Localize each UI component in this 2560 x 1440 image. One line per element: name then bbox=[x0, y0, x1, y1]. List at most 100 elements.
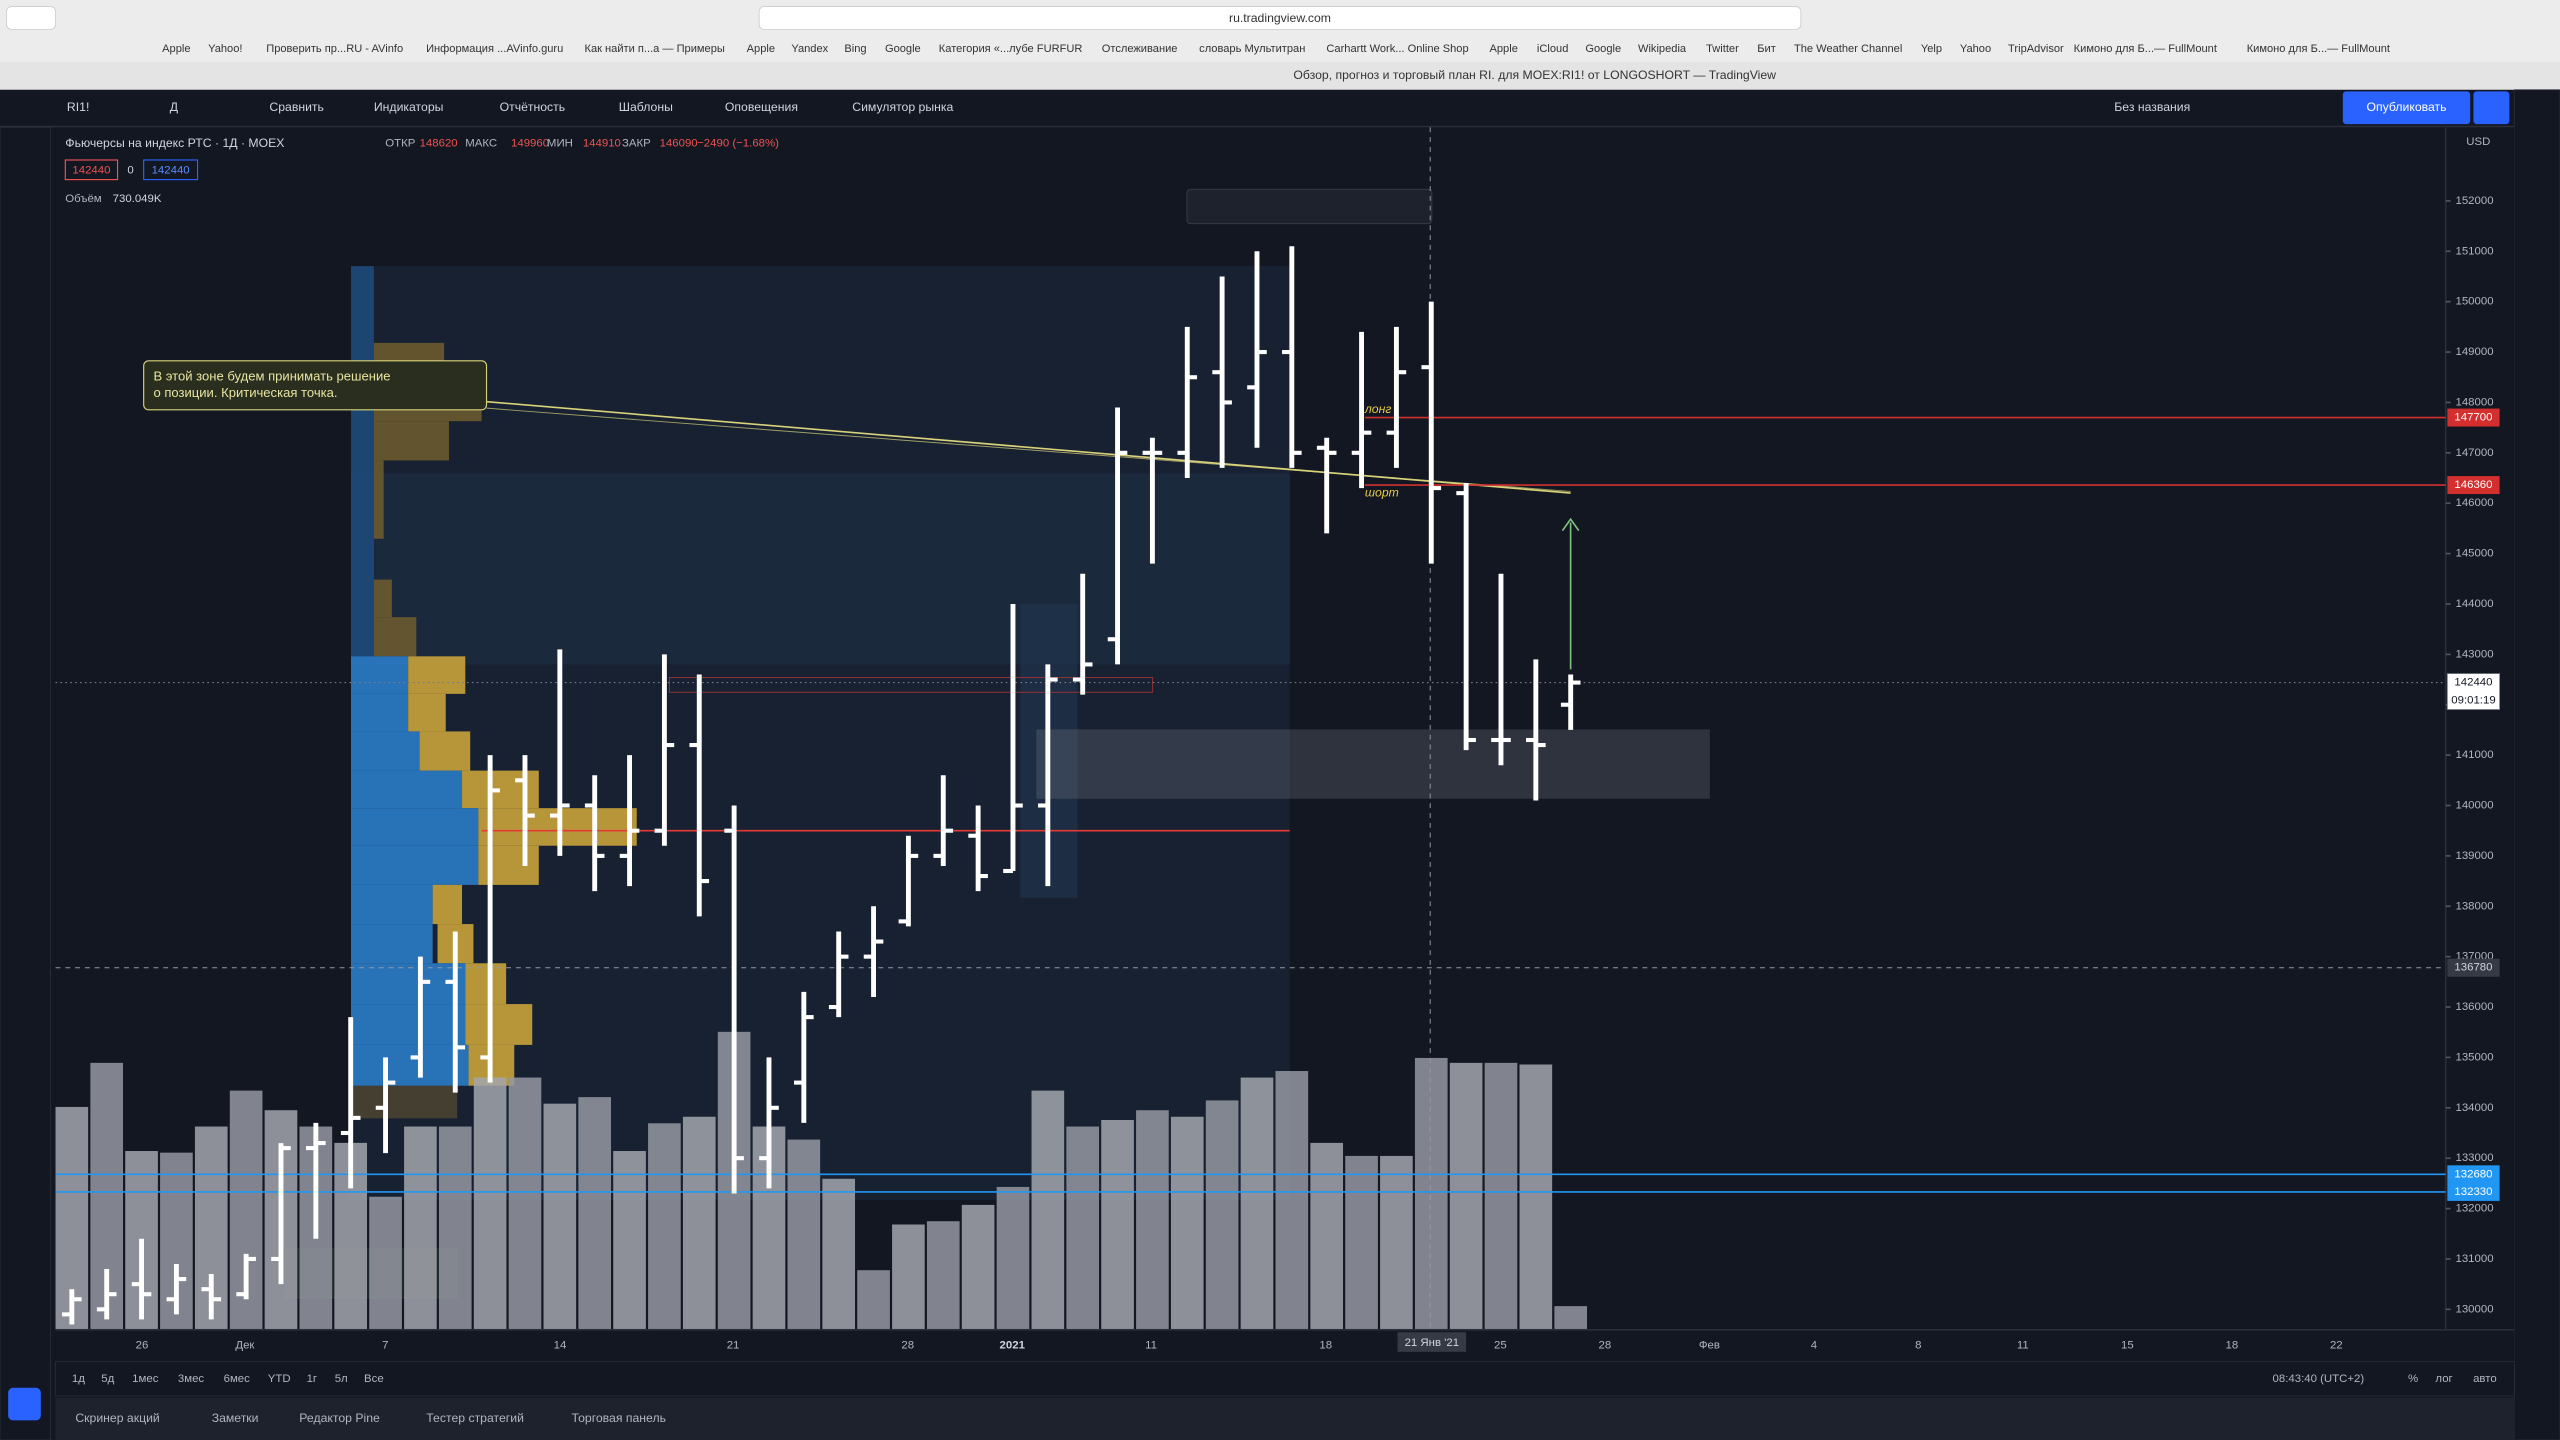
scale-option[interactable]: % bbox=[2408, 1373, 2418, 1385]
legend-label: МАКС bbox=[465, 138, 497, 150]
tv-header bbox=[0, 89, 2560, 128]
bookmark[interactable]: Bing bbox=[844, 43, 866, 55]
vp-row bbox=[373, 579, 392, 618]
nav-buttons[interactable] bbox=[6, 6, 56, 30]
vp-row bbox=[351, 693, 409, 732]
bookmark[interactable]: iCloud bbox=[1537, 43, 1568, 55]
scale-option[interactable]: авто bbox=[2473, 1373, 2497, 1385]
timeframe[interactable]: 5д bbox=[101, 1373, 114, 1385]
watchlist-button[interactable] bbox=[8, 1387, 41, 1421]
bookmark[interactable]: Apple bbox=[1489, 43, 1517, 55]
layout-name[interactable]: Без названия bbox=[2114, 100, 2190, 114]
x-tick-label: 18 bbox=[2225, 1339, 2238, 1351]
target-arrow-head bbox=[1561, 517, 1580, 532]
drawing-toolbar[interactable] bbox=[1186, 188, 1433, 225]
x-tick-label: Дек bbox=[235, 1339, 255, 1351]
bookmark[interactable]: Yelp bbox=[1921, 43, 1942, 55]
bottom-tab[interactable]: Редактор Pine bbox=[299, 1411, 380, 1425]
volume-bar bbox=[857, 1270, 890, 1329]
y-tick-label: 148000 bbox=[2456, 396, 2494, 408]
volume-bar bbox=[1554, 1306, 1588, 1329]
bookmark[interactable]: The Weather Channel bbox=[1794, 43, 1902, 55]
annotation-text: В этой зоне будем принимать решение bbox=[153, 369, 390, 384]
bookmark[interactable]: Carhartt Work... Online Shop bbox=[1326, 43, 1468, 55]
bookmark[interactable]: Apple bbox=[162, 43, 190, 55]
bottom-tab[interactable]: Скринер акций bbox=[75, 1411, 159, 1425]
zone-label: шорт bbox=[1365, 485, 1399, 499]
y-tick-label: 141000 bbox=[2456, 749, 2494, 761]
bookmark[interactable]: Категория «...лубе FURFUR bbox=[939, 43, 1083, 55]
currency: USD bbox=[2466, 136, 2490, 148]
volume-value: 730.049K bbox=[113, 193, 162, 205]
bookmark[interactable]: Wikipedia bbox=[1638, 43, 1687, 55]
volume-label: Объём bbox=[65, 193, 101, 205]
bookmark[interactable]: Yandex bbox=[791, 43, 828, 55]
timeframe[interactable]: 1г bbox=[307, 1373, 318, 1385]
range-bar bbox=[55, 1361, 2515, 1397]
timeframe[interactable]: 1д bbox=[72, 1373, 85, 1385]
bookmark[interactable]: Apple bbox=[747, 43, 775, 55]
toolbar-item[interactable]: Шаблоны bbox=[619, 100, 673, 114]
url-bar[interactable] bbox=[758, 6, 1802, 30]
legend-value: 146090 bbox=[660, 138, 698, 150]
volume-bar bbox=[1345, 1155, 1378, 1329]
badge bbox=[64, 159, 119, 181]
right-toolbar bbox=[2513, 89, 2560, 1440]
badge-text: 142440 bbox=[152, 165, 190, 177]
timeframe[interactable]: YTD bbox=[268, 1373, 291, 1385]
bookmark[interactable]: Как найти п...а — Примеры bbox=[584, 43, 724, 55]
price-label: 147700 bbox=[2454, 412, 2492, 424]
volume-bar bbox=[543, 1103, 577, 1329]
bookmark[interactable]: Yahoo bbox=[1960, 43, 1991, 55]
bottom-tab[interactable]: Торговая панель bbox=[572, 1411, 666, 1425]
volume-bar bbox=[1449, 1062, 1483, 1329]
play-button[interactable] bbox=[2473, 91, 2510, 125]
bookmark[interactable]: Google bbox=[1585, 43, 1621, 55]
price-axis bbox=[2445, 127, 2515, 1329]
bookmark[interactable]: Информация ...AVinfo.guru bbox=[426, 43, 563, 55]
bookmark[interactable]: Twitter bbox=[1706, 43, 1739, 55]
bookmark[interactable]: Yahoo! bbox=[208, 43, 242, 55]
bookmark[interactable]: Бит bbox=[1757, 43, 1776, 55]
vp-row bbox=[351, 1004, 466, 1045]
timeframe[interactable]: 6мес bbox=[224, 1373, 251, 1385]
highlight-zone bbox=[351, 473, 1290, 665]
trend-line bbox=[486, 407, 1571, 492]
timeframe[interactable]: Все bbox=[364, 1373, 384, 1385]
bottom-tab[interactable]: Тестер стратегий bbox=[426, 1411, 524, 1425]
bookmark[interactable]: Отслеживание bbox=[1102, 43, 1178, 55]
x-tick-label: 8 bbox=[1915, 1339, 1921, 1351]
vp-row bbox=[465, 963, 507, 1005]
x-tick-label: 11 bbox=[2017, 1339, 2029, 1351]
volume-bar bbox=[1380, 1155, 1413, 1329]
volume-bar bbox=[404, 1126, 437, 1329]
timeframe[interactable]: 1мес bbox=[132, 1373, 159, 1385]
vp-row bbox=[351, 731, 420, 771]
toolbar-item[interactable]: Оповещения bbox=[725, 100, 798, 114]
publish-button[interactable] bbox=[2342, 91, 2471, 125]
symbol[interactable]: RI1! bbox=[67, 100, 89, 114]
toolbar-item[interactable]: Индикаторы bbox=[374, 100, 444, 114]
interval[interactable]: Д bbox=[170, 100, 179, 114]
bottom-tab[interactable]: Заметки bbox=[212, 1411, 259, 1425]
bookmark[interactable]: словарь Мультитран bbox=[1199, 43, 1305, 55]
bookmark[interactable]: Проверить пр...RU - AVinfo bbox=[266, 43, 403, 55]
x-tick-label: 2021 bbox=[1000, 1339, 1026, 1351]
vp-row bbox=[419, 731, 471, 771]
bookmark[interactable]: TripAdvisor bbox=[2008, 43, 2064, 55]
toolbar-item[interactable]: Симулятор рынка bbox=[852, 100, 953, 114]
volume-bar bbox=[1136, 1110, 1169, 1329]
vp-row bbox=[408, 656, 466, 694]
volume-bar bbox=[473, 1077, 507, 1329]
toolbar-item[interactable]: Сравнить bbox=[269, 100, 324, 114]
toolbar-item[interactable]: Отчётность bbox=[500, 100, 566, 114]
bookmark[interactable]: Кимоно для Б...— FullMount bbox=[2074, 43, 2217, 55]
scale-option[interactable]: лог bbox=[2435, 1373, 2452, 1385]
timeframe[interactable]: 3мес bbox=[178, 1373, 205, 1385]
volume-bar bbox=[1310, 1142, 1344, 1329]
volume-bar bbox=[1205, 1100, 1239, 1329]
bookmark[interactable]: Кимоно для Б...— FullMount bbox=[2247, 43, 2390, 55]
bookmark[interactable]: Google bbox=[885, 43, 921, 55]
clock: 08:43:40 (UTC+2) bbox=[2273, 1373, 2365, 1385]
timeframe[interactable]: 5л bbox=[335, 1373, 348, 1385]
